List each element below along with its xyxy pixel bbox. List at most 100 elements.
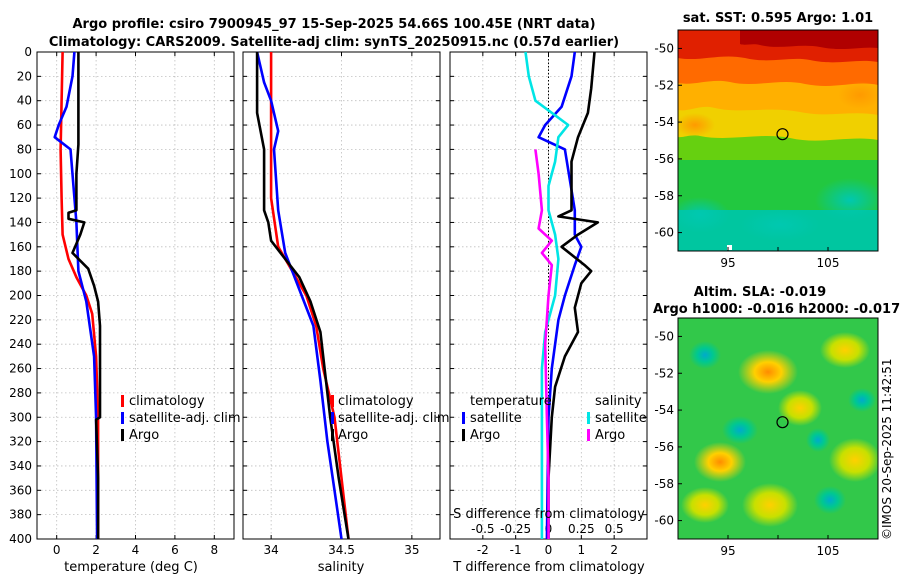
salinity-xlabel: salinity <box>318 560 365 575</box>
x-tick-label: 4 <box>132 543 140 557</box>
map-y-tick-label: -52 <box>654 78 674 92</box>
y-tick-label: 60 <box>17 118 32 132</box>
y-tick-label: 160 <box>9 240 32 254</box>
legend-label: Argo <box>129 428 159 443</box>
y-tick-label: 40 <box>17 94 32 108</box>
salinity-legend: climatology satellite-adj. clim Argo <box>331 394 450 443</box>
y-tick-label: 340 <box>9 459 32 473</box>
map-y-tick-label: -58 <box>654 477 674 491</box>
map-y-tick-label: -54 <box>654 403 674 417</box>
temperature-xlabel: temperature (deg C) <box>64 560 198 575</box>
y-tick-label: 300 <box>9 410 32 424</box>
map-x-tick-label: 105 <box>817 256 840 270</box>
s-tick-label: -0.25 <box>500 522 531 536</box>
legend-label: satellite-adj. clim <box>129 411 241 426</box>
y-tick-label: 120 <box>9 191 32 205</box>
legend-key-argo <box>331 429 334 441</box>
sla-map-title: Altim. SLA: -0.019 <box>694 285 826 300</box>
legend-label: satellite <box>470 411 522 426</box>
map-y-tick-label: -50 <box>654 329 674 343</box>
x-tick-label: 1 <box>578 543 586 557</box>
series-line-temperature-satellite <box>537 51 583 540</box>
legend-label: satellite <box>595 411 647 426</box>
argo-location-marker-sla <box>776 416 789 429</box>
legend-label: Argo <box>595 428 625 443</box>
sst-map-axes: -60 -58 -56 -54 -52 -50 95 105 <box>654 41 839 270</box>
y-tick-label: 100 <box>9 167 32 181</box>
temperature-profile-panel: 0204060801001201401601802002202402602803… <box>9 45 235 557</box>
legend-key-climatology <box>331 395 334 407</box>
x-tick-label: 2 <box>610 543 618 557</box>
series-line-salinity-satellite <box>524 51 570 539</box>
series-line-temperature-argo <box>547 51 600 539</box>
legend-title-salinity: salinity <box>595 394 642 409</box>
y-tick-label: 20 <box>17 69 32 83</box>
map-y-tick-label: -54 <box>654 115 674 129</box>
legend-label: Argo <box>338 428 368 443</box>
sla-heatmap <box>678 318 878 539</box>
legend-title-temperature: temperature <box>470 394 552 409</box>
map-y-tick-label: -58 <box>654 189 674 203</box>
sst-heatmap <box>678 30 878 251</box>
map-x-tick-label: 105 <box>817 544 840 558</box>
y-tick-label: 260 <box>9 362 32 376</box>
sla-map-axes: -60 -58 -56 -54 -52 -50 95 105 <box>654 329 839 558</box>
x-tick-label: 35 <box>404 543 419 557</box>
series-line-argo <box>255 52 350 540</box>
imos-watermark: ©IMOS 20-Sep-2025 11:42:51 <box>880 358 894 540</box>
salinity-profile-panel: 34 34.5 35 <box>242 51 441 557</box>
difference-profile-panel: -2 -1 0 1 2-0.5 -0.25 0 0.25 0.5 <box>449 51 648 557</box>
y-tick-label: 400 <box>9 532 32 546</box>
map-y-tick-label: -56 <box>654 440 674 454</box>
argo-location-marker-sst <box>776 128 789 141</box>
legend-key-temp-argo <box>462 429 465 441</box>
difference-top-axis-label: S difference from climatology <box>453 507 645 522</box>
y-tick-label: 240 <box>9 337 32 351</box>
x-tick-label: 0 <box>545 543 553 557</box>
sla-map-subtitle: Argo h1000: -0.016 h2000: -0.017 <box>653 302 900 317</box>
legend-label: climatology <box>338 394 414 409</box>
difference-legend: temperature salinity satellite Argo sate… <box>462 394 647 443</box>
series-line-salinity-argo <box>534 149 554 539</box>
s-tick-label: -0.5 <box>471 522 494 536</box>
legend-key-temp-satellite <box>462 412 465 424</box>
legend-key-satellite <box>331 412 334 424</box>
x-tick-label: 8 <box>210 543 218 557</box>
y-tick-label: 200 <box>9 289 32 303</box>
series-line-satellite-adj-clim <box>53 51 99 540</box>
map-y-tick-label: -60 <box>654 226 674 240</box>
series-line-climatology <box>269 52 350 540</box>
y-tick-label: 360 <box>9 483 32 497</box>
x-tick-label: -2 <box>477 543 489 557</box>
y-tick-label: 0 <box>24 45 32 59</box>
legend-key-argo <box>121 429 124 441</box>
y-tick-label: 220 <box>9 313 32 327</box>
legend-label: climatology <box>129 394 205 409</box>
y-tick-label: 320 <box>9 435 32 449</box>
temperature-legend: climatology satellite-adj. clim Argo <box>121 394 241 443</box>
legend-label: Argo <box>470 428 500 443</box>
legend-key-satellite <box>121 412 124 424</box>
x-tick-label: 6 <box>171 543 179 557</box>
legend-key-climatology <box>121 395 124 407</box>
title-line-1: Argo profile: csiro 7900945_97 15-Sep-20… <box>72 17 595 32</box>
map-y-tick-label: -50 <box>654 41 674 55</box>
sst-map-title: sat. SST: 0.595 Argo: 1.01 <box>683 11 873 26</box>
s-tick-label: 0.25 <box>568 522 595 536</box>
series-line-satellite-adj-clim <box>255 51 343 540</box>
y-tick-label: 280 <box>9 386 32 400</box>
difference-xlabel: T difference from climatology <box>452 560 645 575</box>
map-y-tick-label: -56 <box>654 152 674 166</box>
title-line-2: Climatology: CARS2009. Satellite-adj cli… <box>49 35 619 50</box>
x-tick-label: 0 <box>53 543 61 557</box>
y-tick-label: 140 <box>9 215 32 229</box>
map-y-tick-label: -52 <box>654 366 674 380</box>
y-tick-label: 180 <box>9 264 32 278</box>
x-tick-label: 34.5 <box>328 543 355 557</box>
s-tick-label: 0.5 <box>605 522 624 536</box>
map-x-tick-label: 95 <box>720 256 735 270</box>
x-tick-label: 34 <box>264 543 279 557</box>
x-tick-label: -1 <box>510 543 522 557</box>
legend-label: satellite-adj. clim <box>338 411 450 426</box>
